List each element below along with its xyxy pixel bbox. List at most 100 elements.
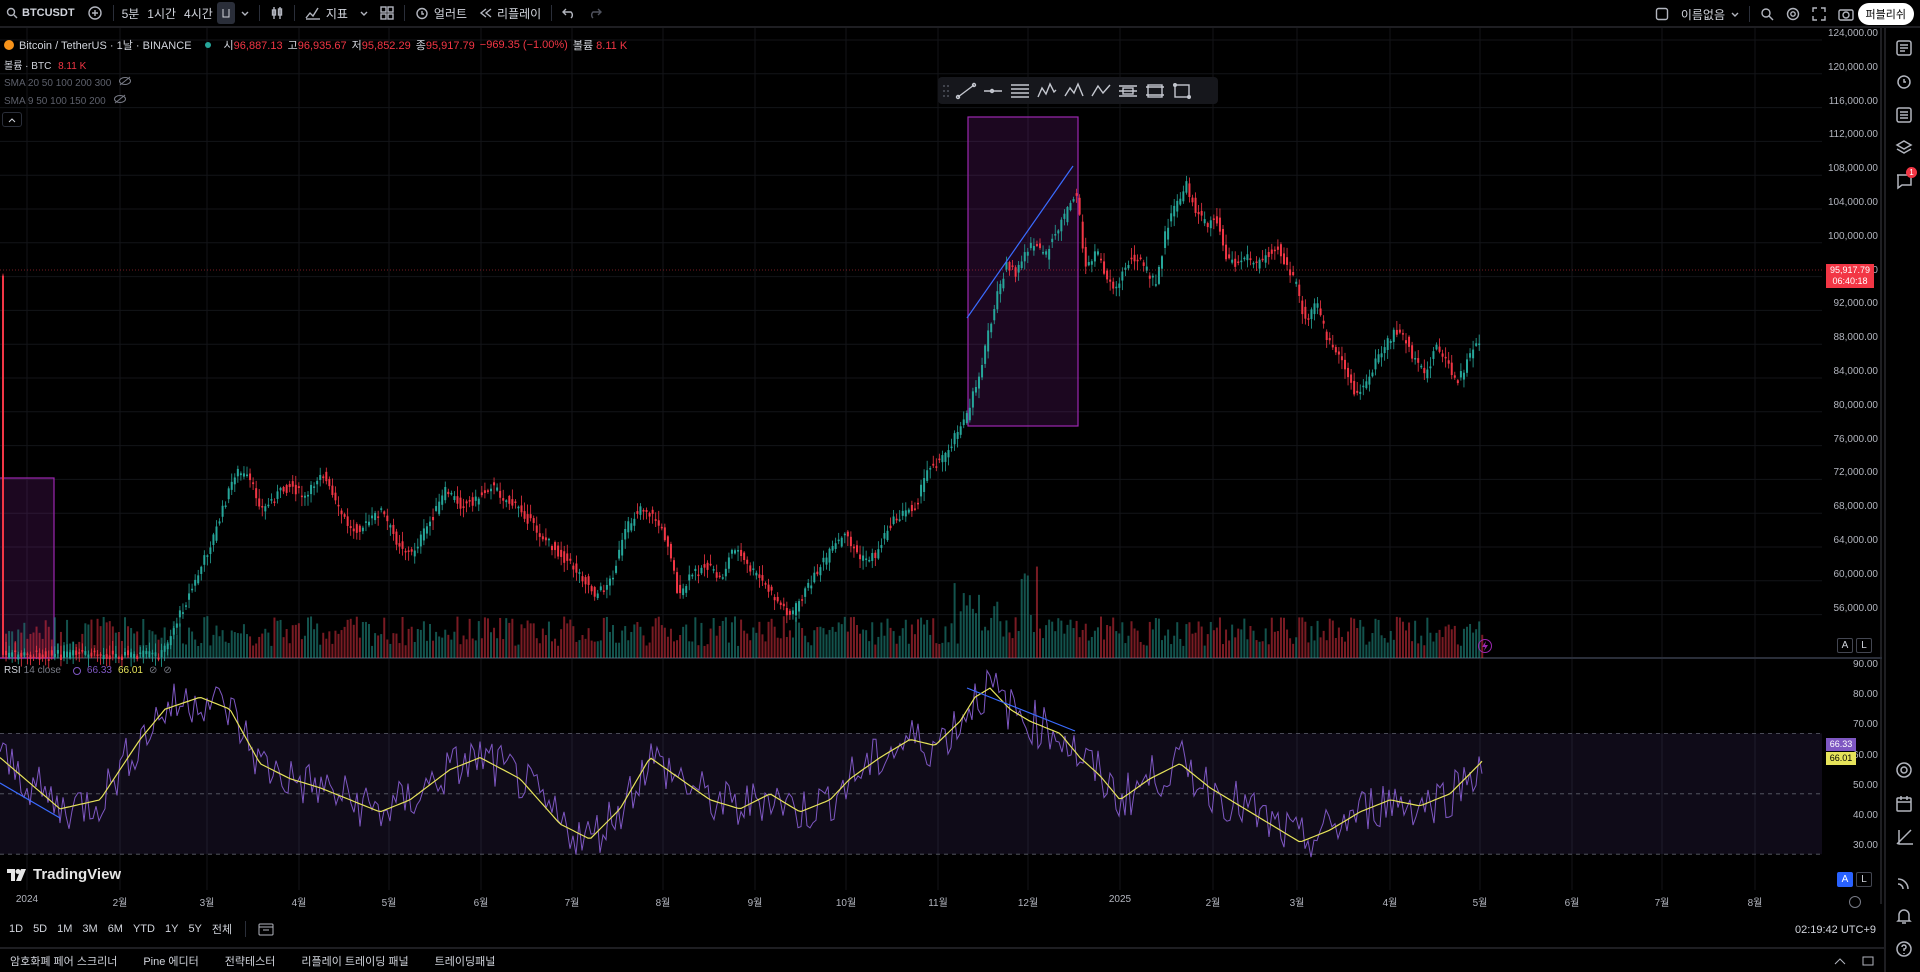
volume-bar (697, 645, 700, 658)
utc-clock[interactable]: 02:19:42 UTC+9 (1794, 924, 1876, 936)
sma-indicator-row-2[interactable]: SMA 9 50 100 150 200 (4, 94, 127, 107)
redo-button[interactable] (582, 0, 608, 27)
trade-button[interactable] (1894, 827, 1914, 847)
sma-indicator-row-1[interactable]: SMA 20 50 100 200 300 (4, 76, 132, 89)
volume-bar (1462, 628, 1465, 658)
alert-button[interactable]: 얼러트 (409, 0, 473, 27)
settings-button[interactable] (1780, 0, 1806, 28)
candle-body (788, 610, 791, 615)
lightning-icon[interactable] (1478, 639, 1492, 653)
chart-type-button[interactable] (264, 0, 290, 27)
layers-button[interactable] (1894, 138, 1914, 158)
volume-indicator-row[interactable]: 볼륨 · BTC 8.11 K (4, 57, 86, 72)
range-1d[interactable]: 1D (9, 923, 24, 935)
divider (1749, 6, 1750, 22)
drag-handle-icon[interactable] (942, 84, 950, 98)
range-1y[interactable]: 1Y (164, 923, 179, 935)
candle-body (197, 575, 200, 584)
chevron-up-icon[interactable] (1834, 957, 1846, 965)
tab-replay-trading[interactable]: 리플레이 트레이딩 패널 (301, 955, 409, 968)
broadcast-button[interactable] (1894, 873, 1914, 893)
interval-4h[interactable]: 4시간 (184, 6, 213, 21)
pattern-icon[interactable] (1036, 81, 1058, 100)
candle-body (188, 593, 191, 600)
range-3m[interactable]: 3M (82, 923, 98, 935)
volume-bar (78, 641, 81, 658)
indicators-dropdown[interactable] (354, 0, 374, 27)
volume-bar (1112, 617, 1115, 658)
volume-bar (294, 624, 297, 658)
object-tree-button[interactable] (1894, 105, 1914, 125)
log-scale-button[interactable]: L (1856, 638, 1872, 653)
time-axis[interactable]: 2024 2월 3월 4월 5월 6월 7월 8월 9월 10월 11월 12월 2025 2월 3월 4월 5… (0, 891, 1822, 911)
collapse-legend-button[interactable] (2, 112, 22, 127)
interval-1d-button[interactable] (216, 2, 235, 24)
chats-button[interactable]: 1 (1894, 167, 1917, 191)
tradingview-logo[interactable]: TradingView (7, 866, 121, 883)
auto-scale-button[interactable]: A (1837, 638, 1853, 653)
indicators-button[interactable]: 지표 (299, 0, 354, 27)
trend-line-icon[interactable] (955, 82, 977, 100)
alerts-button[interactable] (1894, 71, 1914, 91)
candle-body (465, 501, 468, 504)
rsi-log-scale-button[interactable]: L (1856, 872, 1872, 887)
candle-body (1270, 249, 1273, 254)
quick-search-button[interactable] (1754, 0, 1780, 28)
tab-pine-editor[interactable]: Pine 에디터 (143, 955, 199, 968)
volume-bar (636, 622, 639, 658)
rectangle-icon[interactable] (1171, 82, 1193, 100)
tab-trading-panel[interactable]: 트레이딩패널 (434, 955, 496, 968)
interval-1h[interactable]: 1시간 (147, 6, 177, 21)
volume-bar (859, 633, 862, 658)
target-button[interactable] (1894, 760, 1914, 780)
symbol-search[interactable]: BTCUSDT (0, 0, 81, 27)
layout-button[interactable]: 이름없음 (1649, 0, 1745, 28)
abc-pattern-icon[interactable] (1090, 82, 1112, 100)
sma-indicator-label: SMA 9 50 100 150 200 (4, 96, 106, 107)
fullscreen-button[interactable] (1806, 0, 1832, 28)
fib-retracement-icon[interactable] (1009, 82, 1031, 100)
calendar-button[interactable] (1894, 794, 1914, 814)
elliott-wave-icon[interactable] (1063, 81, 1085, 100)
candle-body (1103, 261, 1106, 274)
replay-button[interactable]: 리플레이 (473, 0, 547, 27)
maximize-panel-icon[interactable] (1862, 956, 1874, 966)
snapshot-button[interactable] (1832, 0, 1860, 28)
chart-area[interactable] (0, 28, 1882, 904)
templates-button[interactable] (374, 0, 400, 27)
horizontal-ray-icon[interactable] (982, 82, 1004, 100)
compare-button[interactable] (81, 0, 109, 27)
chart-canvas[interactable] (0, 28, 1882, 904)
watchlist-button[interactable] (1894, 38, 1914, 58)
eye-hidden-icon[interactable] (113, 94, 127, 104)
time-settings-icon[interactable] (1849, 896, 1861, 908)
price-axis[interactable]: 124,000.00 120,000.00 116,000.00 112,000.00… (1822, 28, 1882, 658)
candle-body (1212, 218, 1215, 220)
range-ytd[interactable]: YTD (132, 923, 155, 935)
range-5y[interactable]: 5Y (188, 923, 202, 935)
rsi-auto-scale-button[interactable]: A (1837, 872, 1853, 887)
symbol-title[interactable]: Bitcoin / TetherUS · 1날 · BINANCE (19, 40, 192, 52)
rsi-legend[interactable]: RSI 14 close 66.33 66.01 ⊘ ⊘ (4, 665, 172, 676)
rsi-axis[interactable]: 90.00 80.00 70.00 60.00 50.00 40.00 30.00 (1822, 658, 1882, 876)
range-6m[interactable]: 6M (107, 923, 123, 935)
eye-hidden-icon[interactable] (118, 76, 132, 86)
tab-crypto-screener[interactable]: 암호화폐 페어 스크리너 (10, 955, 118, 968)
range-1m[interactable]: 1M (57, 923, 73, 935)
publish-button[interactable]: 퍼블리쉬 (1857, 3, 1914, 25)
undo-button[interactable] (556, 0, 582, 27)
volume-bar (41, 638, 44, 658)
interval-5m[interactable]: 5분 (121, 6, 140, 21)
notifications-button[interactable] (1894, 906, 1914, 926)
tab-strategy-tester[interactable]: 전략테스터 (224, 955, 276, 968)
candle-body (782, 603, 785, 607)
calendar-range-icon[interactable] (258, 922, 274, 936)
help-button[interactable] (1894, 939, 1914, 959)
range-all[interactable]: 전체 (211, 924, 233, 936)
volume-bar (856, 625, 858, 658)
volume-bar (1048, 619, 1051, 658)
range-5d[interactable]: 5D (33, 923, 48, 935)
long-position-icon[interactable] (1117, 82, 1139, 100)
measure-icon[interactable] (1144, 82, 1166, 100)
interval-dropdown[interactable] (235, 0, 255, 27)
